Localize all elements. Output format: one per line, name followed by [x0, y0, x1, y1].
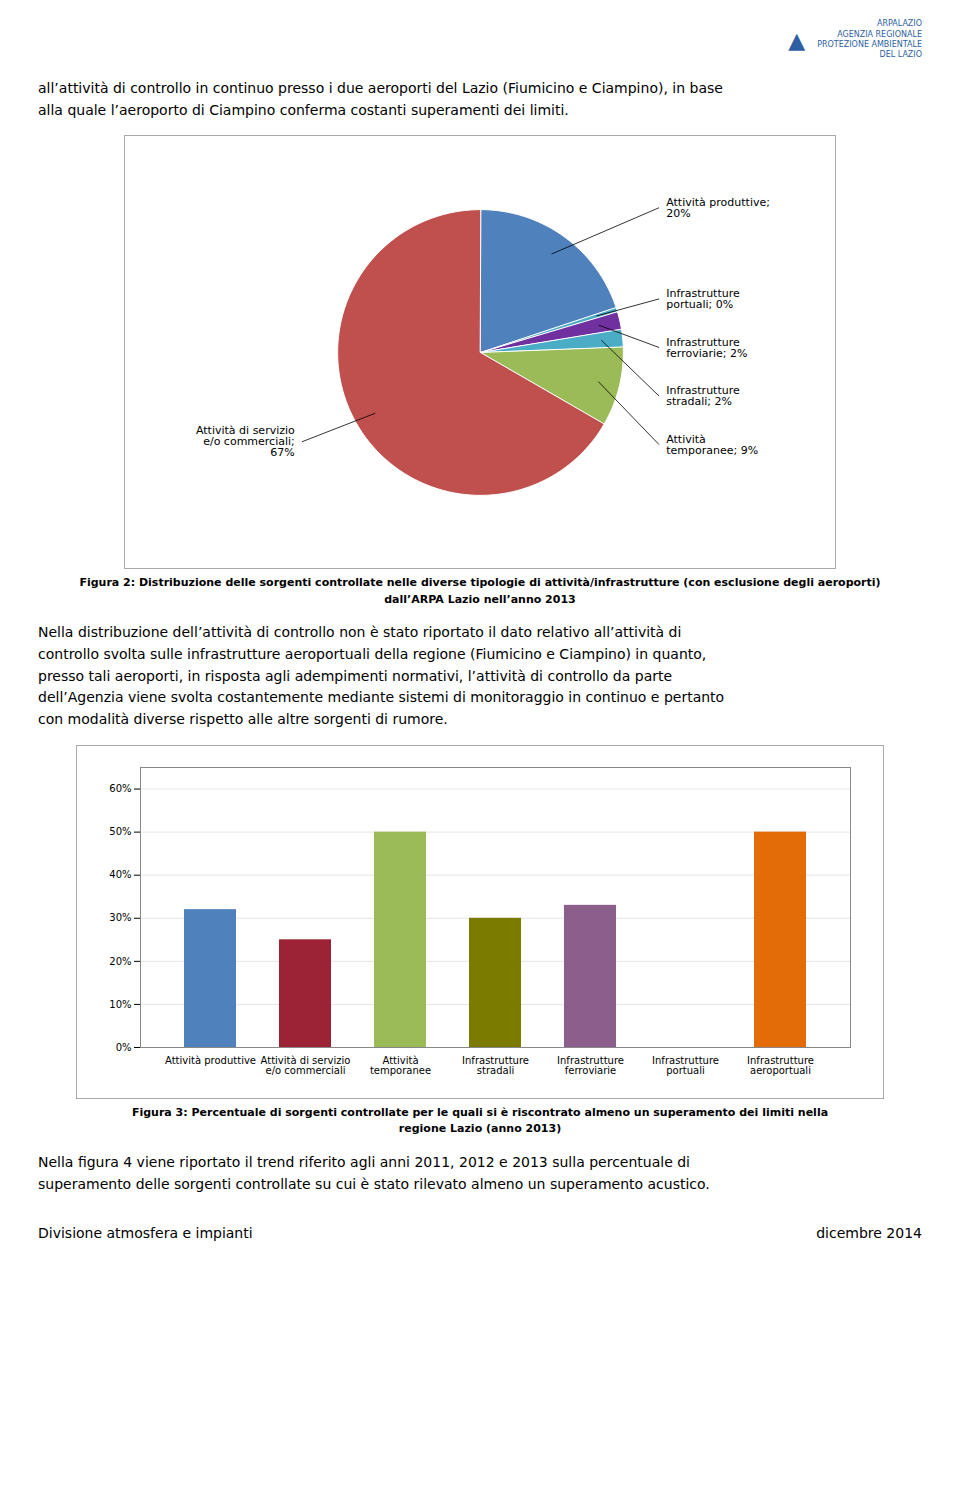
svg-text:Infrastruttureaeroportuali: Infrastruttureaeroportuali [747, 1054, 814, 1075]
svg-text:20%: 20% [109, 955, 131, 966]
svg-text:Infrastrutturestradali; 2%: Infrastrutturestradali; 2% [666, 384, 740, 408]
html-text:all’attività di controllo in c: all’attività di controllo in continuo pr… [38, 80, 723, 118]
svg-text:0%: 0% [116, 1042, 132, 1053]
svg-text:Infrastruttureportuali; 0%: Infrastruttureportuali; 0% [666, 287, 740, 311]
html-text:Figura 3: Percentuale di sorge: Figura 3: Percentuale di sorgenti contro… [131, 1105, 829, 1136]
svg-text:Attivitàtemporanee: Attivitàtemporanee [370, 1054, 431, 1075]
svg-text:Infrastruttureferroviarie: Infrastruttureferroviarie [557, 1054, 624, 1075]
html-text:ARPALAZIO AGENZIA REGIONALE PR: ARPALAZIO AGENZIA REGIONALE PROTEZIONE A… [817, 19, 922, 60]
svg-text:40%: 40% [109, 869, 131, 880]
svg-text:Attività di servizioe/o commer: Attività di servizioe/o commerciali;67% [196, 425, 295, 460]
svg-text:Infrastruttureferroviarie; 2%: Infrastruttureferroviarie; 2% [666, 336, 747, 360]
html-text:Nella distribuzione dell’attiv: Nella distribuzione dell’attività di con… [38, 624, 725, 728]
html-text:Divisione atmosfera e impianti: Divisione atmosfera e impianti [38, 1225, 253, 1242]
svg-text:Attività produttive: Attività produttive [165, 1054, 256, 1065]
svg-text:Attività di servizioe/o commer: Attività di servizioe/o commerciali [261, 1054, 351, 1075]
svg-text:50%: 50% [109, 826, 131, 837]
html-text:Figura 2: Distribuzione delle: Figura 2: Distribuzione delle sorgenti c… [79, 576, 881, 606]
svg-text:Infrastruttureportuali: Infrastruttureportuali [652, 1054, 719, 1075]
svg-text:Attivitàtemporanee; 9%: Attivitàtemporanee; 9% [666, 433, 758, 457]
svg-text:60%: 60% [109, 783, 131, 794]
svg-text:30%: 30% [109, 912, 131, 923]
html-text:dicembre 2014: dicembre 2014 [816, 1225, 922, 1242]
svg-text:Attività produttive;20%: Attività produttive;20% [666, 196, 770, 220]
html-text:Nella figura 4 viene riportato: Nella figura 4 viene riportato il trend … [38, 1153, 710, 1192]
svg-text:10%: 10% [109, 998, 131, 1009]
svg-text:Infrastrutturestradali: Infrastrutturestradali [462, 1054, 529, 1075]
